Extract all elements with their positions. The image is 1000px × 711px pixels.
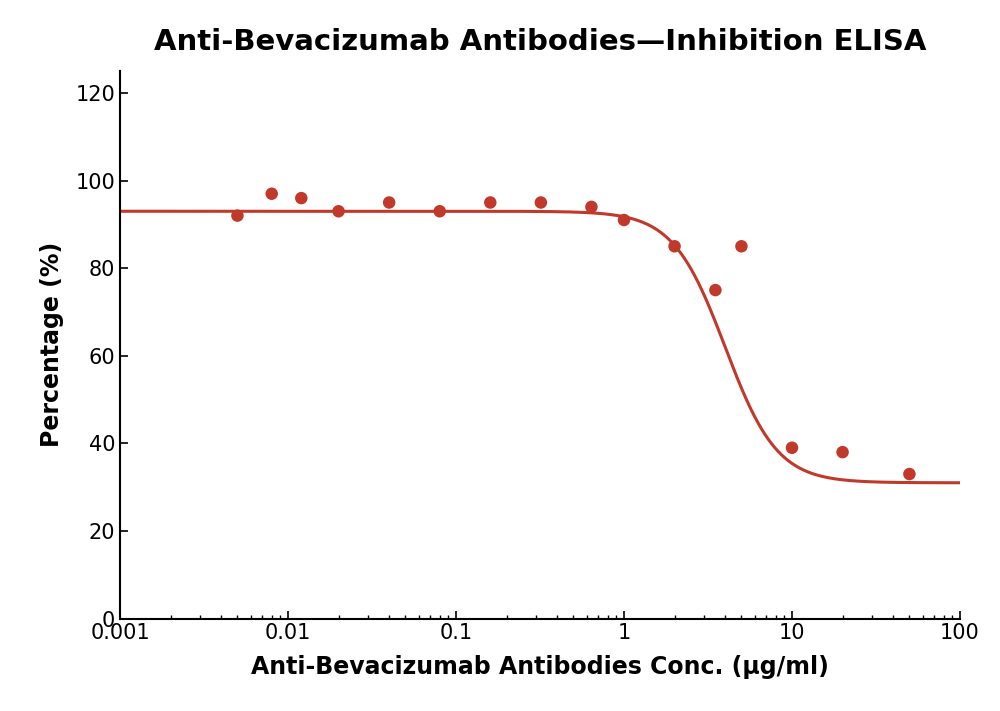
X-axis label: Anti-Bevacizumab Antibodies Conc. (μg/ml): Anti-Bevacizumab Antibodies Conc. (μg/ml… — [251, 655, 829, 678]
Point — [733, 240, 749, 252]
Point — [432, 205, 448, 217]
Point — [784, 442, 800, 454]
Point — [583, 201, 599, 213]
Point — [264, 188, 280, 199]
Point — [293, 193, 309, 204]
Point — [707, 284, 723, 296]
Point — [381, 197, 397, 208]
Point — [901, 469, 917, 480]
Point — [331, 205, 347, 217]
Point — [533, 197, 549, 208]
Point — [229, 210, 245, 221]
Point — [616, 214, 632, 225]
Point — [482, 197, 498, 208]
Y-axis label: Percentage (%): Percentage (%) — [40, 242, 64, 447]
Title: Anti-Bevacizumab Antibodies—Inhibition ELISA: Anti-Bevacizumab Antibodies—Inhibition E… — [154, 28, 926, 56]
Point — [667, 240, 683, 252]
Point — [835, 447, 851, 458]
